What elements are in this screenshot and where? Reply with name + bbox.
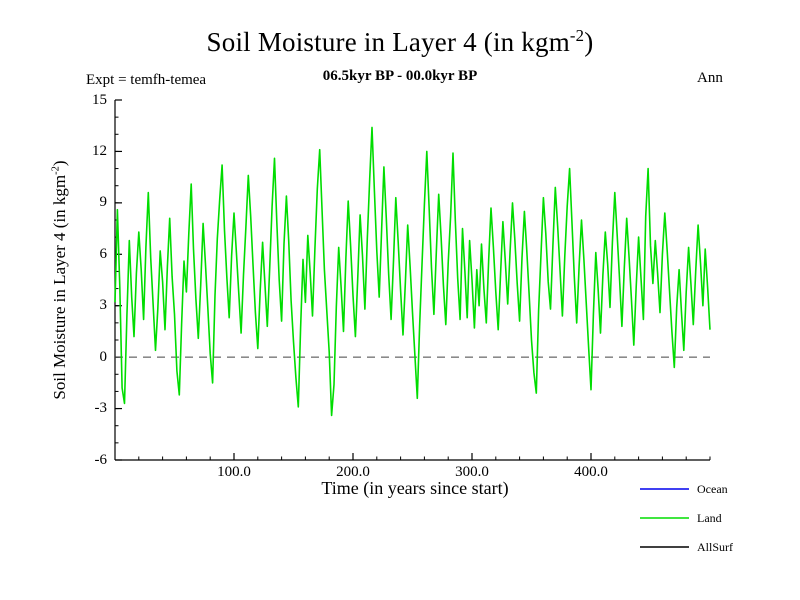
legend-label-allsurf: AllSurf [697,540,733,554]
y-tick-label: 12 [92,142,107,159]
x-tick-label: 300.0 [455,464,489,480]
date-range-label: 06.5kyr BP - 00.0kyr BP [322,68,478,84]
season-label: Ann [697,70,723,86]
y-tick-label: 3 [99,297,108,314]
x-tick-label: 400.0 [574,464,608,480]
x-axis-label: Time (in years since start) [321,478,509,498]
land-series-line [114,126,711,417]
chart-title-text: Soil Moisture in Layer 4 (in kgm [206,27,570,57]
legend-label-ocean: Ocean [697,482,728,496]
y-tick-label: 6 [99,245,108,262]
x-tick-label: 200.0 [336,464,370,480]
y-tick-label: 0 [99,348,108,365]
y-tick-label: -6 [94,451,108,468]
chart-title-superscript: -2 [569,26,585,45]
chart-title: Soil Moisture in Layer 4 (in kgm-2) [0,26,800,58]
x-tick-label: 100.0 [217,464,251,480]
y-tick-label: 9 [99,194,108,211]
chart-title-suffix: ) [584,27,594,57]
y-tick-label: -3 [94,400,108,417]
y-tick-label: 15 [92,91,107,108]
legend-label-land: Land [697,511,722,525]
experiment-label: Expt = temfh-temea [86,72,207,88]
